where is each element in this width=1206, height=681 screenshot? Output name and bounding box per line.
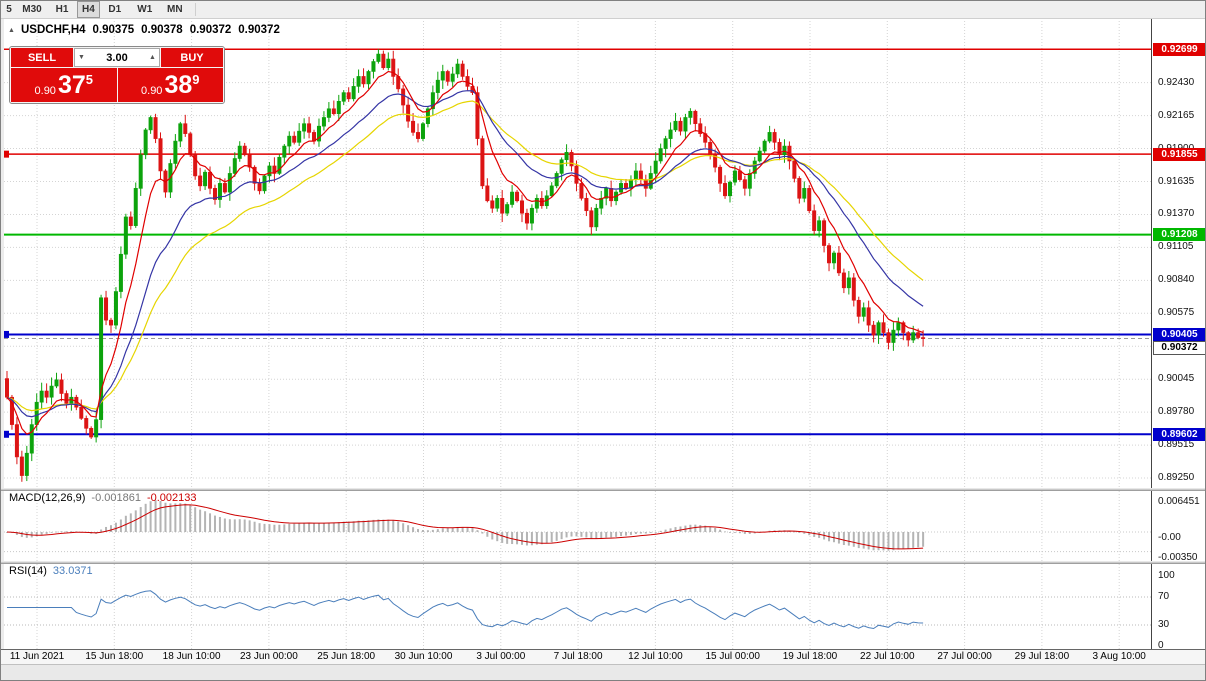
candlestick-series (5, 49, 926, 482)
collapse-trade-panel-icon[interactable]: ▲ (8, 27, 15, 34)
bar-open: 0.90375 (92, 24, 135, 36)
price-tick-label: 0.89250 (1158, 472, 1195, 484)
price-line-badge: 0.91855 (1153, 147, 1205, 161)
bar-close: 0.90372 (238, 24, 280, 36)
macd-axis-label: -0.00350 (1158, 552, 1198, 563)
price-tick-label: 0.92430 (1158, 76, 1195, 88)
time-label: 7 Jul 18:00 (553, 651, 603, 662)
tf-button-w1[interactable]: W1 (137, 4, 153, 15)
rsi-panel-canvas[interactable] (1, 564, 1151, 649)
price-tick-label: 0.91370 (1158, 208, 1195, 220)
price-tick-label: 0.91635 (1158, 175, 1195, 187)
price-tick-label: 0.90575 (1158, 307, 1195, 319)
tf-button-m5[interactable]: 5 (6, 4, 12, 15)
macd-signal-line (6, 504, 924, 550)
rsi-label: RSI(14) (9, 565, 47, 577)
rsi-line (7, 590, 924, 630)
sell-button[interactable]: SELL (11, 48, 73, 67)
price-tick-label: 0.89515 (1158, 439, 1195, 451)
time-label: 30 Jun 10:00 (394, 651, 453, 662)
time-label: 15 Jun 18:00 (85, 651, 144, 662)
buy-price-button[interactable]: 0.90 38 9 (117, 68, 223, 102)
sell-price-button[interactable]: 0.90 37 5 (11, 68, 117, 102)
chart-ohlc-title: USDCHF,H4 0.90375 0.90378 0.90372 0.90372 (21, 24, 287, 36)
price-line-badge: 0.90405 (1153, 327, 1205, 341)
rsi-title: RSI(14) 33.0371 (9, 565, 99, 577)
macd-label: MACD(12,26,9) (9, 492, 86, 504)
time-label: 29 Jul 18:00 (1014, 651, 1070, 662)
time-label: 19 Jul 18:00 (782, 651, 838, 662)
price-tick-label: 0.90840 (1158, 274, 1195, 286)
rsi-axis-label: 70 (1158, 591, 1170, 602)
price-tick-label: 0.92165 (1158, 109, 1195, 121)
price-tick-label: 0.89780 (1158, 406, 1195, 418)
status-strip (1, 664, 1205, 680)
price-tick-label: 0.90045 (1158, 373, 1195, 385)
buy-button[interactable]: BUY (161, 48, 223, 67)
rsi-axis-label: 0 (1158, 640, 1164, 651)
buy-price-pips: 38 (164, 71, 193, 99)
horizontal-price-lines[interactable] (4, 48, 1151, 438)
buy-price-point: 9 (192, 72, 200, 87)
rsi-axis-label: 30 (1158, 619, 1170, 630)
toolbar-separator (194, 3, 196, 16)
bar-low: 0.90372 (189, 24, 232, 36)
time-label: 22 Jul 10:00 (860, 651, 915, 662)
chart-symbol-period: USDCHF,H4 (21, 24, 86, 36)
tf-button-h4[interactable]: H4 (77, 1, 100, 18)
tf-button-m30[interactable]: M30 (22, 4, 42, 15)
chart-left-edge (1, 18, 4, 649)
rsi-panel-splitter[interactable] (1, 561, 1205, 564)
time-axis-separator (1, 649, 1205, 650)
macd-signal-value: -0.002133 (146, 492, 197, 504)
time-label: 3 Jul 00:00 (476, 651, 526, 662)
sell-price-point: 5 (85, 72, 93, 87)
macd-title: MACD(12,26,9) -0.001861 -0.002133 (9, 492, 203, 504)
price-line-badge: 0.91208 (1153, 228, 1205, 242)
time-label: 23 Jun 00:00 (239, 651, 298, 662)
current-price-badge: 0.90372 (1153, 341, 1205, 356)
rsi-axis-label: 100 (1158, 570, 1175, 581)
macd-axis-label: 0.006451 (1158, 496, 1200, 507)
time-label: 25 Jun 18:00 (317, 651, 376, 662)
time-label: 3 Aug 10:00 (1092, 651, 1146, 662)
price-tick-label: 0.91105 (1158, 241, 1194, 253)
bar-high: 0.90378 (141, 24, 183, 36)
rsi-value: 33.0371 (52, 565, 93, 577)
volume-increase-icon[interactable]: ▲ (149, 54, 156, 61)
time-label: 27 Jul 00:00 (937, 651, 992, 662)
price-chart-canvas[interactable] (1, 18, 1151, 488)
macd-histogram (6, 500, 925, 551)
tf-button-h1[interactable]: H1 (55, 4, 69, 15)
price-line-badge: 0.92699 (1153, 42, 1205, 56)
tf-button-d1[interactable]: D1 (108, 4, 122, 15)
volume-stepper[interactable]: ▼ 3.00 ▲ (74, 48, 160, 67)
timeframe-toolbar: 5 M30 H1 H4 D1 W1 MN (1, 1, 1205, 19)
macd-panel-splitter[interactable] (1, 488, 1205, 491)
sell-price-prefix: 0.90 (34, 85, 56, 97)
macd-main-value: -0.001861 (91, 492, 141, 504)
time-label: 12 Jul 10:00 (628, 651, 683, 662)
volume-decrease-icon[interactable]: ▼ (78, 54, 85, 61)
rsi-grid-lines (4, 564, 1151, 649)
time-axis[interactable]: 11 Jun 2021 15 Jun 18:00 18 Jun 10:00 23 Ju… (1, 650, 1205, 664)
macd-axis-label: -0.00 (1158, 532, 1181, 543)
time-label: 11 Jun 2021 (9, 651, 65, 662)
price-axis[interactable]: 0.924300.921650.919000.916350.913700.911… (1151, 18, 1205, 651)
price-line-badge: 0.89602 (1153, 427, 1205, 441)
macd-panel-canvas[interactable] (1, 491, 1151, 561)
one-click-trading-panel: SELL ▼ 3.00 ▲ BUY 0.90 37 5 0.90 38 9 (9, 46, 225, 104)
time-label: 18 Jun 10:00 (162, 651, 221, 662)
macd-grid-lines (4, 491, 1151, 561)
time-label: 15 Jul 00:00 (705, 651, 760, 662)
buy-price-prefix: 0.90 (141, 85, 163, 97)
tf-button-mn[interactable]: MN (167, 4, 183, 15)
sell-price-pips: 37 (57, 71, 86, 99)
volume-value: 3.00 (106, 51, 128, 64)
moving-average-lines (6, 70, 924, 435)
